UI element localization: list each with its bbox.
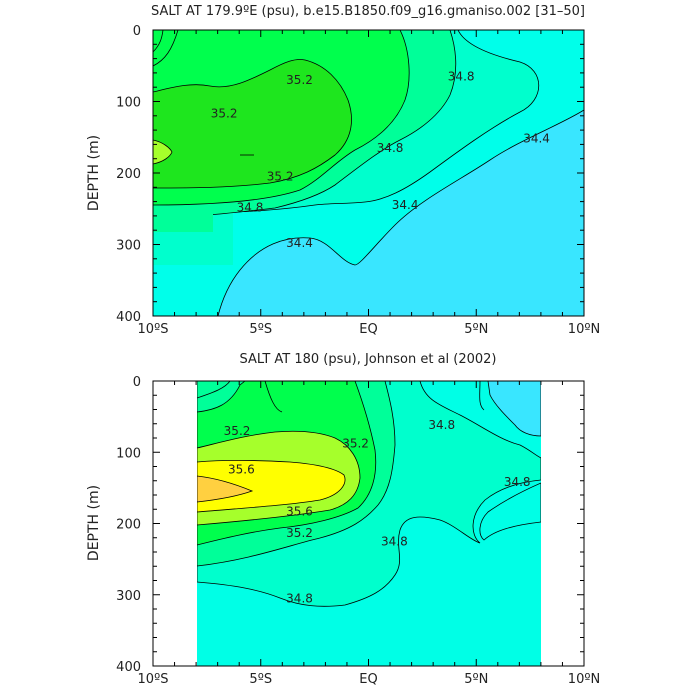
top-contour-labels: 35.2 35.2 35.2 34.8 34.8 34.8 34.4 34.4 34.4 xyxy=(211,69,550,250)
top-contour-label: 34.8 xyxy=(237,200,264,214)
bottom-panel-title: SALT AT 180 (psu), Johnson et al (2002) xyxy=(239,352,496,367)
bottom-contour-fills xyxy=(197,381,541,666)
top-x-tick-label: 10ºS xyxy=(138,322,169,337)
top-panel: SALT AT 179.9ºE (psu), b.e15.B1850.f09_g… xyxy=(86,4,600,337)
bottom-y-tick-label: 100 xyxy=(116,446,141,461)
bot-fill-34.8-tongue xyxy=(479,482,541,541)
top-fill-35.2 xyxy=(153,59,352,189)
top-contour-label: 34.8 xyxy=(448,69,475,83)
top-contour-label: 35.2 xyxy=(211,107,238,121)
bot-fill-35.6 xyxy=(197,460,346,513)
top-x-tick-label: EQ xyxy=(359,322,377,337)
bot-fill-lt-34.6 xyxy=(487,381,541,437)
bot-contour-line-a xyxy=(197,381,231,399)
top-contour-line-a xyxy=(153,30,179,67)
bottom-y-tick-label: 300 xyxy=(116,589,141,604)
bottom-y-tick-label: 200 xyxy=(116,518,141,533)
top-contour-label: 34.4 xyxy=(392,198,419,212)
bottom-contour-label: 35.2 xyxy=(342,437,369,451)
bottom-x-tick-label: 10ºS xyxy=(138,672,169,687)
top-x-tick-label: 5ºS xyxy=(249,322,272,337)
top-axes: 10ºS 5ºS EQ 5ºN 10ºN 0 100 200 300 400 xyxy=(116,24,600,337)
bottom-contour-label: 34.8 xyxy=(428,418,455,432)
bottom-y-tick-label: 400 xyxy=(116,660,141,675)
top-contour-label: 34.4 xyxy=(286,236,313,250)
top-y-tick-label: 300 xyxy=(116,239,141,254)
top-fill-34.8-deep xyxy=(153,212,213,232)
top-contour-label: 34.8 xyxy=(377,141,404,155)
top-y-tick-label: 400 xyxy=(116,310,141,325)
bottom-x-tick-label: 5ºS xyxy=(249,672,272,687)
bottom-contour-label: 35.2 xyxy=(286,526,313,540)
bot-fill-35.8 xyxy=(197,475,254,503)
bottom-contour-label: 34.8 xyxy=(504,475,531,489)
bottom-contour-label: 35.2 xyxy=(224,424,251,438)
bottom-axes: 10ºS 5ºS EQ 5ºN 10ºN 0 100 200 300 400 xyxy=(116,375,600,687)
top-y-tick-label: 200 xyxy=(116,167,141,182)
top-x-tick-label: 5ºN xyxy=(464,322,488,337)
bottom-contour-labels: 35.2 35.2 35.6 35.6 35.2 34.8 34.8 34.8 34.8 xyxy=(224,418,531,605)
bottom-contour-label: 35.6 xyxy=(228,462,255,476)
bottom-x-tick-label: 5ºN xyxy=(464,672,488,687)
bottom-contour-label: 34.8 xyxy=(381,534,408,548)
top-y-tick-label: 100 xyxy=(116,96,141,111)
bottom-panel: SALT AT 180 (psu), Johnson et al (2002) xyxy=(86,352,600,687)
bottom-y-tick-label: 0 xyxy=(133,375,141,390)
top-contour-label: 34.4 xyxy=(523,132,550,146)
bottom-y-axis-label: DEPTH (m) xyxy=(86,485,102,561)
top-y-tick-label: 0 xyxy=(133,24,141,39)
top-y-axis-label: DEPTH (m) xyxy=(86,135,102,211)
bottom-x-tick-label: 10ºN xyxy=(568,672,600,687)
top-contour-label: 35.2 xyxy=(267,170,294,184)
top-contour-label: 35.2 xyxy=(286,73,313,87)
top-x-tick-label: 10ºN xyxy=(568,322,600,337)
top-contour-fills xyxy=(153,30,584,316)
bot-contour-line-c xyxy=(479,381,485,411)
top-panel-title: SALT AT 179.9ºE (psu), b.e15.B1850.f09_g… xyxy=(151,4,585,19)
bottom-x-tick-label: EQ xyxy=(359,672,377,687)
bottom-contour-label: 35.6 xyxy=(286,504,313,518)
bottom-contour-label: 34.8 xyxy=(286,591,313,605)
top-contour-line-b xyxy=(153,30,164,53)
top-fill-35.4 xyxy=(153,139,173,165)
bot-contour-line-b xyxy=(264,381,283,413)
